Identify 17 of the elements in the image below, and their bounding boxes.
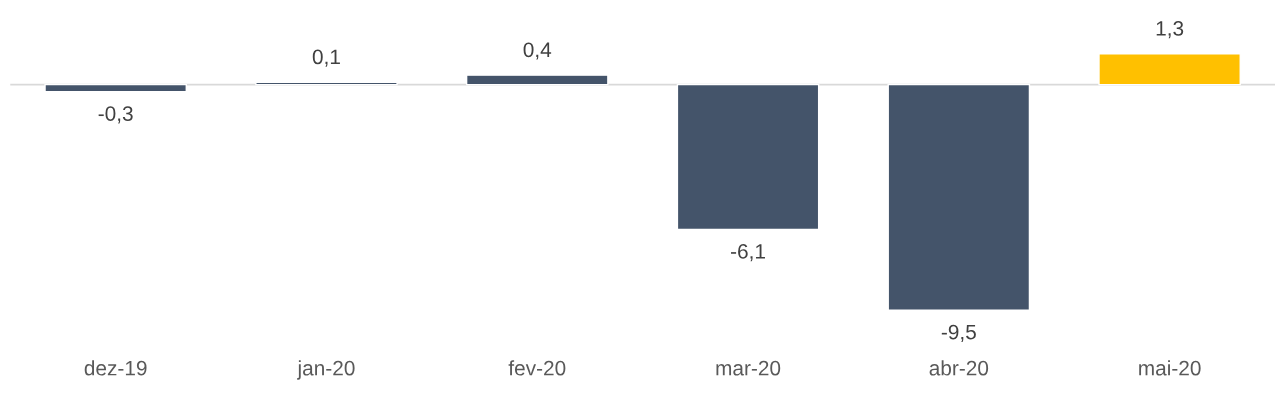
data-label: -9,5 [941,324,976,342]
bar [676,83,820,231]
x-tick-label: abr-20 [929,360,989,376]
bar [1098,53,1241,86]
bar [465,74,609,86]
data-label: 1,3 [1156,21,1184,39]
data-label: -0,3 [98,106,133,124]
data-label: 0,1 [312,49,340,67]
bar [887,83,1031,311]
data-label: 0,4 [523,42,552,60]
x-tick-label: dez-19 [84,360,147,376]
x-tick-label: mar-20 [716,360,781,376]
x-tick-label: jan-20 [297,360,355,380]
x-tick-label: fev-20 [508,360,566,376]
data-label: -6,1 [731,243,765,262]
bar [44,83,187,93]
x-tick-label: mai-20 [1139,360,1201,376]
